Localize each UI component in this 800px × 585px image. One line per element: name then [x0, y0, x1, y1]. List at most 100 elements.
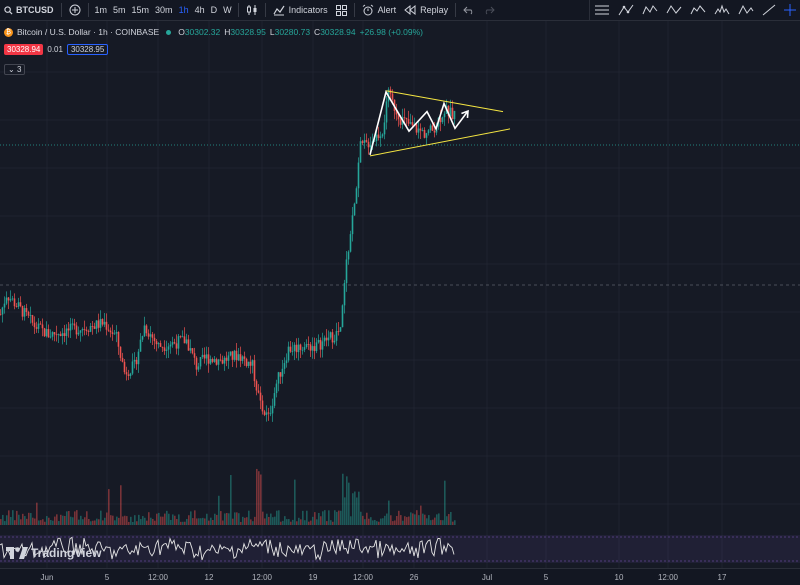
- volume-bar: [328, 510, 330, 525]
- symbol-search[interactable]: BTCUSD: [0, 0, 58, 20]
- undo-button[interactable]: [459, 0, 479, 20]
- candle-body: [237, 354, 240, 361]
- grid-icon: [335, 4, 347, 16]
- drawing-tools-bar: [589, 0, 800, 20]
- candle-body: [249, 361, 252, 366]
- redo-icon: [483, 5, 495, 15]
- volume-bar: [154, 520, 156, 525]
- candle-body: [429, 125, 432, 131]
- candle-body: [55, 334, 58, 336]
- candle-body: [113, 333, 116, 335]
- candle-body: [49, 336, 52, 338]
- candle-body: [9, 299, 12, 301]
- indicators-button[interactable]: Indicators: [269, 0, 332, 20]
- candle-body: [411, 122, 414, 126]
- interval-1h[interactable]: 1h: [178, 5, 189, 15]
- triangle-trendline: [385, 90, 504, 113]
- volume-bar: [202, 517, 204, 525]
- alarm-clock-icon: [362, 4, 374, 16]
- interval-5m[interactable]: 5m: [113, 5, 126, 15]
- compare-button[interactable]: [65, 0, 85, 20]
- sell-button[interactable]: 30328.94: [4, 44, 44, 55]
- interval-W[interactable]: W: [223, 5, 232, 15]
- volume-bar: [106, 512, 108, 525]
- triangle-pattern-icon[interactable]: [738, 4, 754, 16]
- candle-body: [409, 122, 412, 124]
- volume-bar: [430, 520, 432, 525]
- alert-button[interactable]: Alert: [358, 0, 401, 20]
- candle-body: [231, 351, 234, 360]
- time-tick-label: 12:00: [657, 573, 679, 582]
- volume-bar: [402, 520, 404, 525]
- fib-retracement-icon[interactable]: [594, 4, 610, 16]
- time-axis[interactable]: Jun 5 12:00 12 12:00 19 12:00 26 Jul 5 10 12:00 17: [0, 568, 800, 585]
- replay-button[interactable]: Replay: [400, 0, 452, 20]
- volume-bar: [138, 514, 140, 525]
- pitchfork-icon[interactable]: [618, 4, 634, 16]
- time-tick-label: Jun: [40, 573, 54, 582]
- xabcd-pattern-icon[interactable]: [642, 4, 658, 16]
- interval-4h[interactable]: 4h: [194, 5, 205, 15]
- candle-body: [133, 359, 136, 362]
- crosshair-icon[interactable]: [784, 4, 796, 16]
- volume-bar: [420, 505, 422, 525]
- volume-bar: [218, 495, 220, 525]
- head-shoulders-icon[interactable]: [714, 4, 730, 16]
- candle-body: [161, 346, 164, 348]
- volume-bar: [104, 517, 106, 525]
- quote-row: 30328.94 0.01 30328.95: [4, 44, 109, 55]
- buy-button[interactable]: 30328.95: [66, 44, 109, 55]
- volume-bar: [52, 520, 54, 525]
- volume-bar: [316, 519, 318, 525]
- candle-body: [109, 330, 112, 333]
- volume-bar: [422, 513, 424, 525]
- volume-bar: [418, 515, 420, 525]
- volume-bar: [284, 516, 286, 525]
- interval-1m[interactable]: 1m: [94, 5, 108, 15]
- trend-line-icon[interactable]: [762, 4, 776, 16]
- redo-button[interactable]: [479, 0, 499, 20]
- volume-bar: [186, 518, 188, 525]
- volume-bar: [40, 520, 42, 525]
- volume-bar: [146, 520, 148, 525]
- candle-body: [95, 320, 98, 329]
- volume-bar: [196, 518, 198, 525]
- interval-30m[interactable]: 30m: [155, 5, 173, 15]
- volume-bar: [228, 513, 230, 525]
- volume-bar: [286, 519, 288, 525]
- volume-bar: [236, 512, 238, 525]
- indicators-icon: [273, 4, 285, 16]
- candle-body: [137, 351, 140, 365]
- volume-bar: [214, 513, 216, 525]
- candle-body: [215, 359, 218, 365]
- candle-body: [407, 119, 410, 124]
- layout-button[interactable]: [332, 0, 351, 20]
- volume-bar: [162, 516, 164, 525]
- legend-title[interactable]: Bitcoin / U.S. Dollar · 1h · COINBASE: [17, 27, 160, 37]
- volume-bar: [130, 516, 132, 525]
- candle-body: [431, 125, 434, 131]
- price-chart[interactable]: [0, 20, 800, 568]
- interval-D[interactable]: D: [210, 5, 218, 15]
- volume-bar: [66, 511, 68, 525]
- candle-body: [43, 328, 46, 337]
- interval-15m[interactable]: 15m: [131, 5, 150, 15]
- volume-bar: [260, 474, 262, 525]
- volume-bar: [326, 521, 328, 525]
- abcd-pattern-icon[interactable]: [666, 4, 682, 16]
- candle-body: [5, 297, 8, 304]
- toolbar-divider: [353, 3, 355, 17]
- volume-bar: [92, 520, 94, 525]
- volume-bar: [174, 515, 176, 525]
- volume-bar: [50, 520, 52, 525]
- chart-type-button[interactable]: [242, 0, 262, 20]
- candle-body: [377, 134, 380, 138]
- indicators-toggle[interactable]: ⌄ 3: [4, 64, 26, 75]
- candle-body: [365, 140, 368, 142]
- candle-body: [263, 411, 266, 415]
- toolbar-divider: [264, 3, 266, 17]
- symbol-legend: ₿ Bitcoin / U.S. Dollar · 1h · COINBASE …: [4, 27, 423, 37]
- candle-body: [313, 346, 316, 352]
- elliott-wave-icon[interactable]: [690, 4, 706, 16]
- volume-bar: [330, 520, 332, 525]
